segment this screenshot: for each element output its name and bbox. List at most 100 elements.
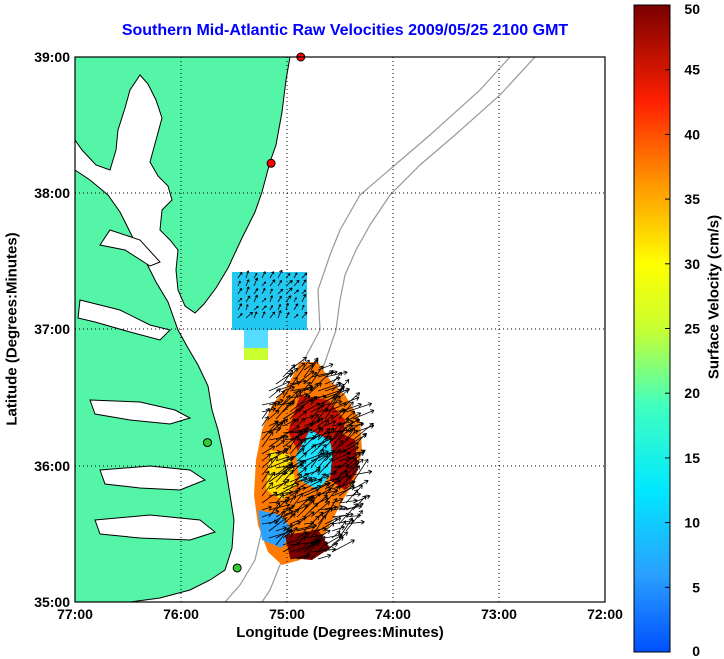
velocity-arrow [296,532,310,546]
velocity-arrow [275,419,286,434]
velocity-arrow [245,270,250,279]
velocity-arrow [253,305,259,311]
x-tick-label: 75:00 [269,606,305,622]
velocity-arrow [338,424,353,441]
velocity-arrow [301,311,308,319]
velocity-arrow [324,420,337,427]
velocity-arrow [285,287,293,295]
colorbar-tick-label: 45 [684,62,700,78]
velocity-arrow [324,448,341,469]
velocity-arrow [261,505,272,511]
colorbar-tick-label: 0 [692,643,700,659]
velocity-arrow [303,534,319,539]
velocity-arrow [261,416,269,427]
velocity-arrow [296,359,310,378]
velocity-arrow [269,279,276,287]
velocity-arrow [269,305,274,311]
velocity-arrow [261,271,266,279]
velocity-arrow [310,434,321,441]
velocity-arrow [345,402,373,413]
x-tick-label: 72:00 [587,606,623,622]
velocity-arrow [296,444,305,455]
velocity-arrow [285,295,292,303]
velocity-arrow [338,520,347,532]
velocity-arrow [303,413,319,434]
x-tick-label: 74:00 [375,606,411,622]
velocity-arrow [253,277,259,287]
velocity-arrow [317,535,326,546]
velocity-arrow [352,451,365,462]
velocity-arrow [331,525,345,532]
velocity-arrow [331,497,344,504]
velocity-arrow [352,422,365,427]
velocity-arrow [275,390,285,399]
y-axis-ticks: 39:00 38:00 37:00 36:00 35:00 [34,49,70,610]
velocity-arrow [331,381,341,392]
velocity-arrow [317,529,331,539]
velocity-arrow [253,311,258,319]
colorbar-tick-label: 40 [684,126,700,142]
velocity-arrow [268,402,277,413]
velocity-arrow [269,271,275,279]
velocity-arrow [289,473,302,490]
velocity-arrow [237,297,243,303]
radar-station-marker [232,563,242,573]
colorbar-tick-label: 10 [684,515,700,531]
velocity-arrow [269,288,273,295]
velocity-arrow [352,495,367,511]
velocity-arrow [289,418,299,427]
velocity-arrow [352,484,363,497]
velocity-arrow [310,426,322,434]
colorbar-tick-label: 25 [684,321,700,337]
velocity-arrow [352,458,369,483]
velocity-arrow [317,517,342,532]
velocity-arrow [324,376,341,385]
velocity-arrow [237,280,241,287]
velocity-arrow [317,553,332,560]
velocity-arrow [261,287,266,295]
velocity-arrow [275,483,300,497]
velocity-arrow [338,401,354,420]
velocity-arrow [269,311,276,319]
y-tick-label: 38:00 [34,185,70,201]
velocity-arrow [338,379,350,392]
velocity-arrow [296,370,315,385]
velocity-arrow [317,483,329,490]
velocity-arrow [352,432,367,448]
velocity-arrow [345,446,359,455]
velocity-arrow [253,288,259,295]
x-tick-label: 73:00 [481,606,517,622]
velocity-arrow [237,313,243,319]
velocity-arrow [317,415,334,427]
velocity-arrow [277,288,284,295]
velocity-arrow [245,304,249,311]
velocity-arrow [296,362,306,371]
velocity-arrow [301,304,305,311]
velocity-arrow [324,370,348,378]
velocity-arrow [345,509,363,532]
y-tick-label: 36:00 [34,458,70,474]
velocity-arrow [282,369,294,385]
velocity-arrow [275,418,289,427]
velocity-arrow [310,435,332,455]
velocity-arrow [352,422,374,441]
velocity-arrow [277,269,283,279]
velocity-arrow [293,314,299,319]
velocity-arrow [352,494,371,504]
velocity-arrow [245,295,251,303]
grid-lines [75,57,605,602]
velocity-arrow [310,417,324,427]
velocity-arrow [331,371,343,385]
velocity-arrow [301,289,307,295]
colorbar-tick-label: 20 [684,385,700,401]
bathymetry-contour-1 [224,57,511,602]
radar-station-marker [266,158,276,168]
velocity-arrow [293,303,299,311]
velocity-arrow [261,398,284,406]
plot-frame [74,56,606,603]
x-axis-label: Longitude (Degrees:Minutes) [236,624,444,641]
radar-station-marker [203,438,212,448]
velocity-arrow [293,272,298,279]
colorbar-tick-label: 15 [684,450,700,466]
velocity-arrow [338,517,353,539]
